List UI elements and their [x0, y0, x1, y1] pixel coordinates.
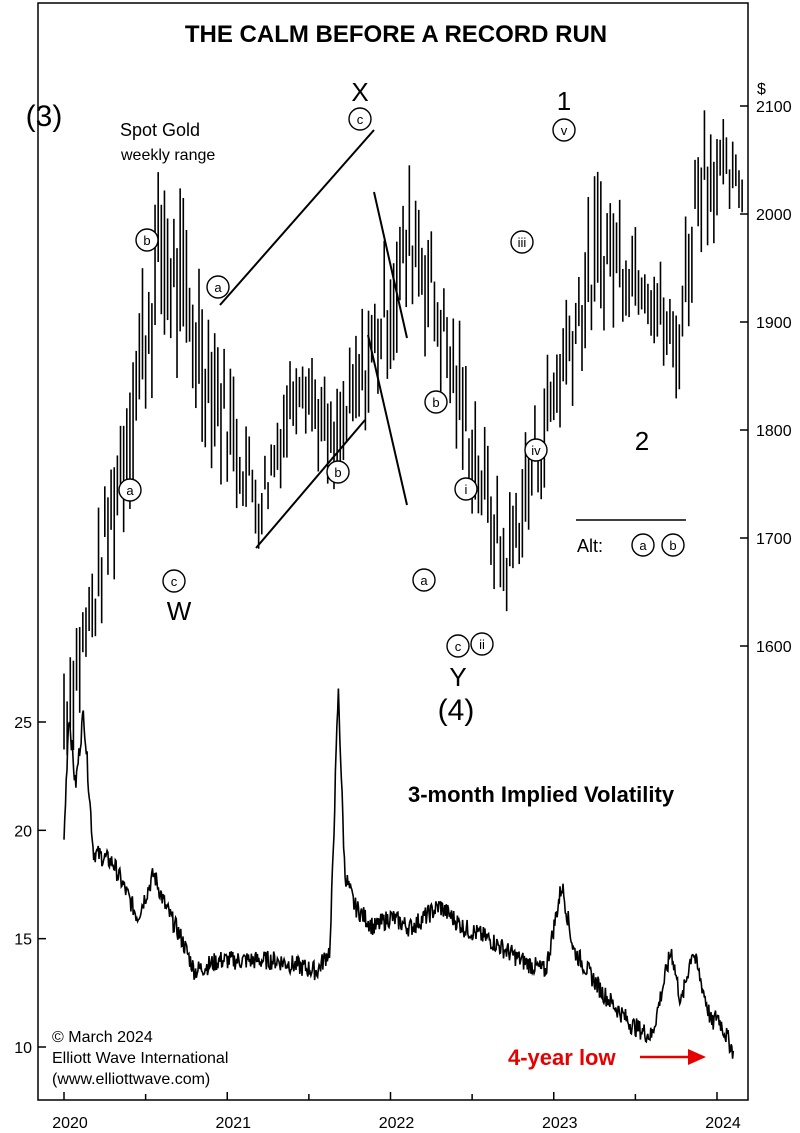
wave-label-circle-text: ii	[479, 637, 485, 652]
wave-label-circle	[470, 632, 494, 656]
wave-label-text: X	[351, 77, 368, 107]
alt-circle	[661, 533, 685, 557]
vol-y-axis: 10 15 20 25	[14, 715, 46, 1057]
wave-label-circle-text: iii	[518, 235, 527, 250]
copyright-line3: (www.elliottwave.com)	[52, 1071, 210, 1088]
gold-y-tick-label: 2000	[756, 207, 792, 224]
wave-label-circle-text: c	[455, 639, 462, 654]
wave-label-text: 2	[635, 426, 649, 456]
annotation-arrow	[640, 1049, 706, 1065]
alt-circle-text: a	[639, 538, 647, 553]
copyright-line2: Elliott Wave International	[52, 1050, 228, 1067]
gold-y-unit: $	[757, 81, 766, 98]
x-axis: 2020 2021 2022 2023 2024	[52, 1092, 741, 1132]
x-tick-label: 2022	[379, 1115, 415, 1132]
x-tick-label: 2023	[542, 1115, 578, 1132]
wave-label-circle	[135, 228, 159, 252]
trendline-lower-b	[367, 334, 408, 506]
wave-label-circle	[446, 634, 470, 658]
gold-y-tick-label: 1600	[756, 639, 792, 656]
gold-y-tick-label: 2100	[756, 99, 792, 116]
x-tick-label: 2020	[52, 1115, 88, 1132]
wave-label-circle-text: a	[214, 280, 222, 295]
wave-label-circle-text: b	[432, 395, 439, 410]
vol-y-tick-label: 15	[14, 932, 32, 949]
annotation-4-year-low: 4-year low	[508, 1045, 616, 1070]
wave-label-circle	[510, 230, 534, 254]
wave-label-text: Y	[449, 662, 466, 692]
gold-y-axis: 1600 1700 1800 1900 2000 2100	[740, 99, 792, 656]
trendline-upper-a	[219, 129, 375, 306]
gold-series-subtitle: weekly range	[120, 147, 215, 164]
copyright-line1: © March 2024	[52, 1029, 153, 1046]
vol-series-title: 3-month Implied Volatility	[408, 782, 675, 807]
wave-label-circle	[454, 477, 478, 501]
trendline-upper-b	[373, 191, 408, 339]
gold-channel-lines	[219, 129, 686, 549]
wave-label-circle-text: v	[561, 123, 568, 138]
wave-label-circle	[118, 478, 142, 502]
wave-label-circle-text: a	[420, 573, 428, 588]
trendline-lower-a	[255, 419, 366, 549]
wave-label-circle	[162, 569, 186, 593]
gold-y-tick-label: 1700	[756, 531, 792, 548]
alt-circle	[631, 533, 655, 557]
wave-label-text: (3)	[26, 100, 63, 133]
wave-label-circle-text: b	[143, 233, 150, 248]
wave-label-circle-text: b	[334, 465, 341, 480]
wave-label-circle-text: a	[126, 483, 134, 498]
gold-y-tick-label: 1900	[756, 315, 792, 332]
vol-series-line	[63, 688, 735, 1059]
wave-label-circle	[412, 568, 436, 592]
vol-y-tick-label: 25	[14, 715, 32, 732]
wave-label-circle	[552, 118, 576, 142]
wave-label-text: 1	[557, 86, 571, 116]
wave-label-text: (4)	[438, 694, 475, 727]
gold-y-tick-label: 1800	[756, 423, 792, 440]
vol-y-tick-label: 10	[14, 1040, 32, 1057]
vol-y-tick-label: 20	[14, 823, 32, 840]
wave-label-circle-text: c	[357, 112, 364, 127]
alt-circle-text: b	[669, 538, 676, 553]
wave-label-circle	[326, 460, 350, 484]
wave-label-circle-text: c	[171, 574, 178, 589]
x-tick-label: 2024	[705, 1115, 741, 1132]
wave-label-circle	[348, 107, 372, 131]
gold-series-title: Spot Gold	[120, 120, 200, 140]
x-tick-label: 2021	[215, 1115, 251, 1132]
wave-label-circle	[206, 275, 230, 299]
alt-label: Alt:	[577, 536, 603, 556]
wave-label-text: W	[167, 596, 192, 626]
wave-label-circle-text: i	[465, 482, 468, 497]
wave-label-circle	[524, 438, 548, 462]
chart-title: THE CALM BEFORE A RECORD RUN	[185, 21, 607, 48]
wave-label-circle	[424, 390, 448, 414]
wave-label-circle-text: iv	[531, 443, 541, 458]
